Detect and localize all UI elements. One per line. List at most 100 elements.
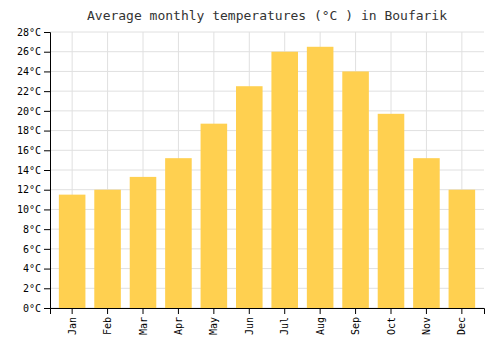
tick: 28°C (17, 27, 50, 38)
tick-mark (44, 308, 50, 309)
tick: Oct (386, 308, 397, 335)
tick-label: Sep (350, 317, 361, 335)
tick-label: 0°C (23, 303, 41, 314)
chart: 0°C2°C4°C6°C8°C10°C12°C14°C16°C18°C20°C2… (0, 0, 500, 350)
tick-mark (44, 52, 50, 53)
tick-mark (44, 150, 50, 151)
tick-label: 26°C (17, 46, 41, 57)
bar (449, 190, 476, 308)
axis-line (44, 33, 51, 309)
tick-label: Dec (456, 317, 467, 335)
bar (236, 86, 263, 308)
grid-line (50, 130, 484, 131)
tick: 14°C (17, 165, 50, 176)
bar (165, 158, 192, 308)
tick-label: 2°C (23, 283, 41, 294)
tick-label: 10°C (17, 204, 41, 215)
grid-line (50, 71, 484, 72)
tick-label: 18°C (17, 125, 41, 136)
tick-mark (461, 308, 462, 314)
axis-line (51, 309, 485, 315)
tick-mark (44, 269, 50, 270)
tick: Sep (350, 308, 361, 335)
tick-label: 12°C (17, 184, 41, 195)
bar (201, 124, 228, 308)
tick: 0°C (23, 303, 50, 314)
tick: 2°C (23, 283, 50, 294)
tick-mark (44, 229, 50, 230)
tick-mark (44, 209, 50, 210)
tick-mark (44, 131, 50, 132)
tick-mark (72, 308, 73, 314)
tick: Jun (244, 308, 255, 335)
tick-label: Mar (138, 317, 149, 335)
tick: Feb (102, 308, 113, 335)
tick: 24°C (17, 66, 50, 77)
grid-line (50, 91, 484, 92)
grid-line (50, 150, 484, 151)
tick-label: Aug (315, 317, 326, 335)
tick: Dec (456, 308, 467, 335)
tick: May (208, 308, 219, 335)
tick-mark (391, 308, 392, 314)
tick: 12°C (17, 184, 50, 195)
tick: 26°C (17, 46, 50, 57)
tick: 4°C (23, 263, 50, 274)
tick: 16°C (17, 145, 50, 156)
tick: Jan (67, 308, 78, 335)
tick-label: 4°C (23, 263, 41, 274)
tick-mark (44, 71, 50, 72)
tick-mark (426, 308, 427, 314)
tick-mark (178, 308, 179, 314)
title: Average monthly temperatures (°C ) in Bo… (87, 8, 447, 23)
tick-mark (355, 308, 356, 314)
tick: 10°C (17, 204, 50, 215)
bar (271, 52, 298, 308)
bar (378, 114, 405, 308)
tick: 6°C (23, 244, 50, 255)
tick-label: 28°C (17, 27, 41, 38)
tick-label: Jun (244, 317, 255, 335)
tick-label: 22°C (17, 86, 41, 97)
tick-label: Oct (386, 317, 397, 335)
tick: Nov (421, 308, 432, 335)
tick: 22°C (17, 86, 50, 97)
tick-label: 14°C (17, 165, 41, 176)
tick-label: Jan (67, 317, 78, 335)
tick-mark (249, 308, 250, 314)
y-axis: 0°C2°C4°C6°C8°C10°C12°C14°C16°C18°C20°C2… (17, 27, 51, 314)
tick-mark (44, 190, 50, 191)
tick-mark (107, 308, 108, 314)
tick-label: Nov (421, 317, 432, 335)
tick-mark (284, 308, 285, 314)
tick-mark (44, 170, 50, 171)
x-axis: Jan Feb Mar Apr May Jun Jul Aug Sep Oct Nov Dec (51, 308, 485, 335)
tick-mark (143, 308, 144, 314)
tick-label: 24°C (17, 66, 41, 77)
bar (59, 195, 86, 308)
grid-line (50, 51, 484, 52)
tick-mark (320, 308, 321, 314)
grid (50, 32, 484, 308)
bar (94, 190, 121, 308)
tick-mark (44, 91, 50, 92)
tick-label: Jul (279, 317, 290, 335)
tick: Mar (138, 308, 149, 335)
tick-label: Apr (173, 317, 184, 335)
tick-label: Feb (102, 317, 113, 335)
bar (413, 158, 440, 308)
tick: 18°C (17, 125, 50, 136)
bars (59, 47, 475, 308)
tick: Jul (279, 308, 290, 335)
tick-mark (44, 249, 50, 250)
bar (307, 47, 334, 308)
tick: Apr (173, 308, 184, 335)
tick-mark (44, 111, 50, 112)
tick-label: 8°C (23, 224, 41, 235)
tick-mark (213, 308, 214, 314)
bar (342, 71, 369, 308)
grid-line (50, 32, 484, 33)
tick: 8°C (23, 224, 50, 235)
bar (130, 177, 157, 308)
tick-mark (44, 32, 50, 33)
